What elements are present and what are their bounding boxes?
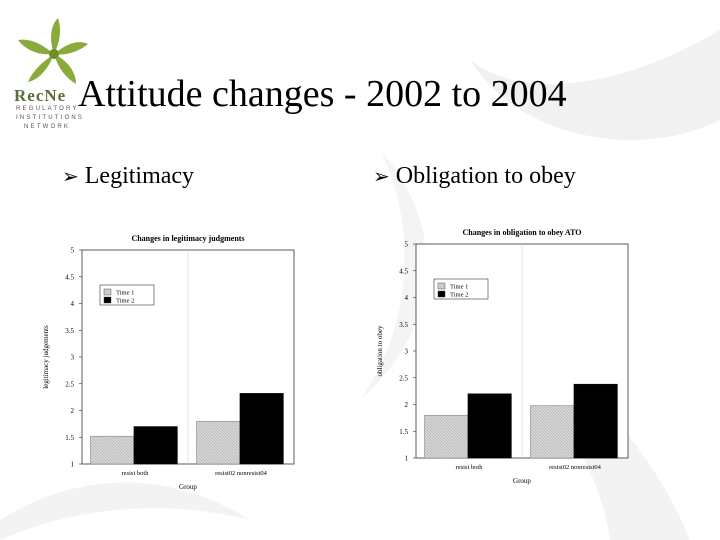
y-tick-label: 1 [405, 455, 409, 463]
bullet-label: Obligation to obey [395, 163, 576, 189]
y-tick-label: 3.5 [65, 327, 74, 335]
y-tick-label: 2 [405, 401, 409, 409]
arrow-bullet-icon: ➢ [373, 164, 390, 188]
chart-title: Changes in legitimacy judgments [131, 234, 244, 243]
bullet-obligation: ➢ Obligation to obey [373, 163, 576, 190]
x-tick-label: resist02 nonresist04 [215, 470, 268, 477]
x-axis-label: Group [179, 483, 197, 491]
y-tick-label: 2.5 [399, 374, 408, 382]
bullet-legitimacy: ➢ Legitimacy [62, 163, 194, 190]
legend-box [433, 278, 489, 300]
legend-swatch-time2 [103, 296, 112, 304]
y-tick-label: 3 [71, 354, 75, 362]
y-tick-label: 4.5 [399, 267, 408, 275]
legend-swatch-time2 [437, 290, 446, 298]
y-tick-label: 3.5 [399, 321, 408, 329]
leaf-icon [18, 18, 88, 84]
y-tick-label: 2 [71, 407, 75, 415]
x-axis-label: Group [513, 477, 531, 485]
y-tick-label: 4 [71, 300, 75, 308]
y-axis-label: legitimacy judgements [42, 325, 50, 389]
slide-title: Attitude changes - 2002 to 2004 [78, 73, 567, 115]
logo-wordmark: RecNe [14, 86, 67, 105]
y-tick-label: 4 [405, 294, 409, 302]
recnet-logo [14, 14, 94, 134]
bullet-label: Legitimacy [84, 163, 195, 189]
y-tick-label: 1.5 [399, 428, 408, 436]
legend-label: Time 1 [116, 290, 134, 297]
chart-title: Changes in obligation to obey ATO [462, 228, 581, 237]
bar-time1 [424, 414, 469, 459]
logo-subtitle-2: INSTITUTIONS [16, 115, 85, 121]
legend-swatch-time1 [103, 288, 112, 296]
legend-label: Time 1 [450, 284, 468, 291]
y-tick-label: 4.5 [65, 273, 74, 281]
y-tick-label: 5 [405, 241, 409, 249]
bar-time1 [530, 405, 575, 459]
bar-time1 [196, 420, 241, 465]
y-tick-label: 5 [71, 247, 75, 255]
x-tick-label: resist both [122, 470, 150, 477]
legend-swatch-time1 [437, 282, 446, 290]
y-axis-label: obligation to obey [376, 325, 384, 376]
bar-time2 [239, 393, 284, 465]
legend-label: Time 2 [450, 292, 468, 299]
x-tick-label: resist both [456, 464, 484, 471]
logo-subtitle-1: REGULATORY [16, 106, 79, 112]
bar-time2 [573, 383, 618, 459]
legend-label: Time 2 [116, 298, 134, 305]
legend-box [99, 284, 155, 306]
x-tick-label: resist02 nonresist04 [549, 464, 602, 471]
logo-subtitle-3: NETWORK [24, 124, 71, 130]
bar-time2 [133, 426, 178, 465]
y-tick-label: 1.5 [65, 434, 74, 442]
arrow-bullet-icon: ➢ [62, 164, 79, 188]
y-tick-label: 2.5 [65, 380, 74, 388]
legitimacy-chart: Changes in legitimacy judgments 1 1.5 2 2.5 3… [42, 234, 295, 491]
obligation-chart: Changes in obligation to obey ATO 1 1.5 2 2.… [376, 228, 629, 485]
y-tick-label: 3 [405, 348, 409, 356]
bar-time1 [90, 435, 135, 465]
bar-time2 [467, 393, 512, 459]
y-tick-label: 1 [71, 461, 75, 469]
